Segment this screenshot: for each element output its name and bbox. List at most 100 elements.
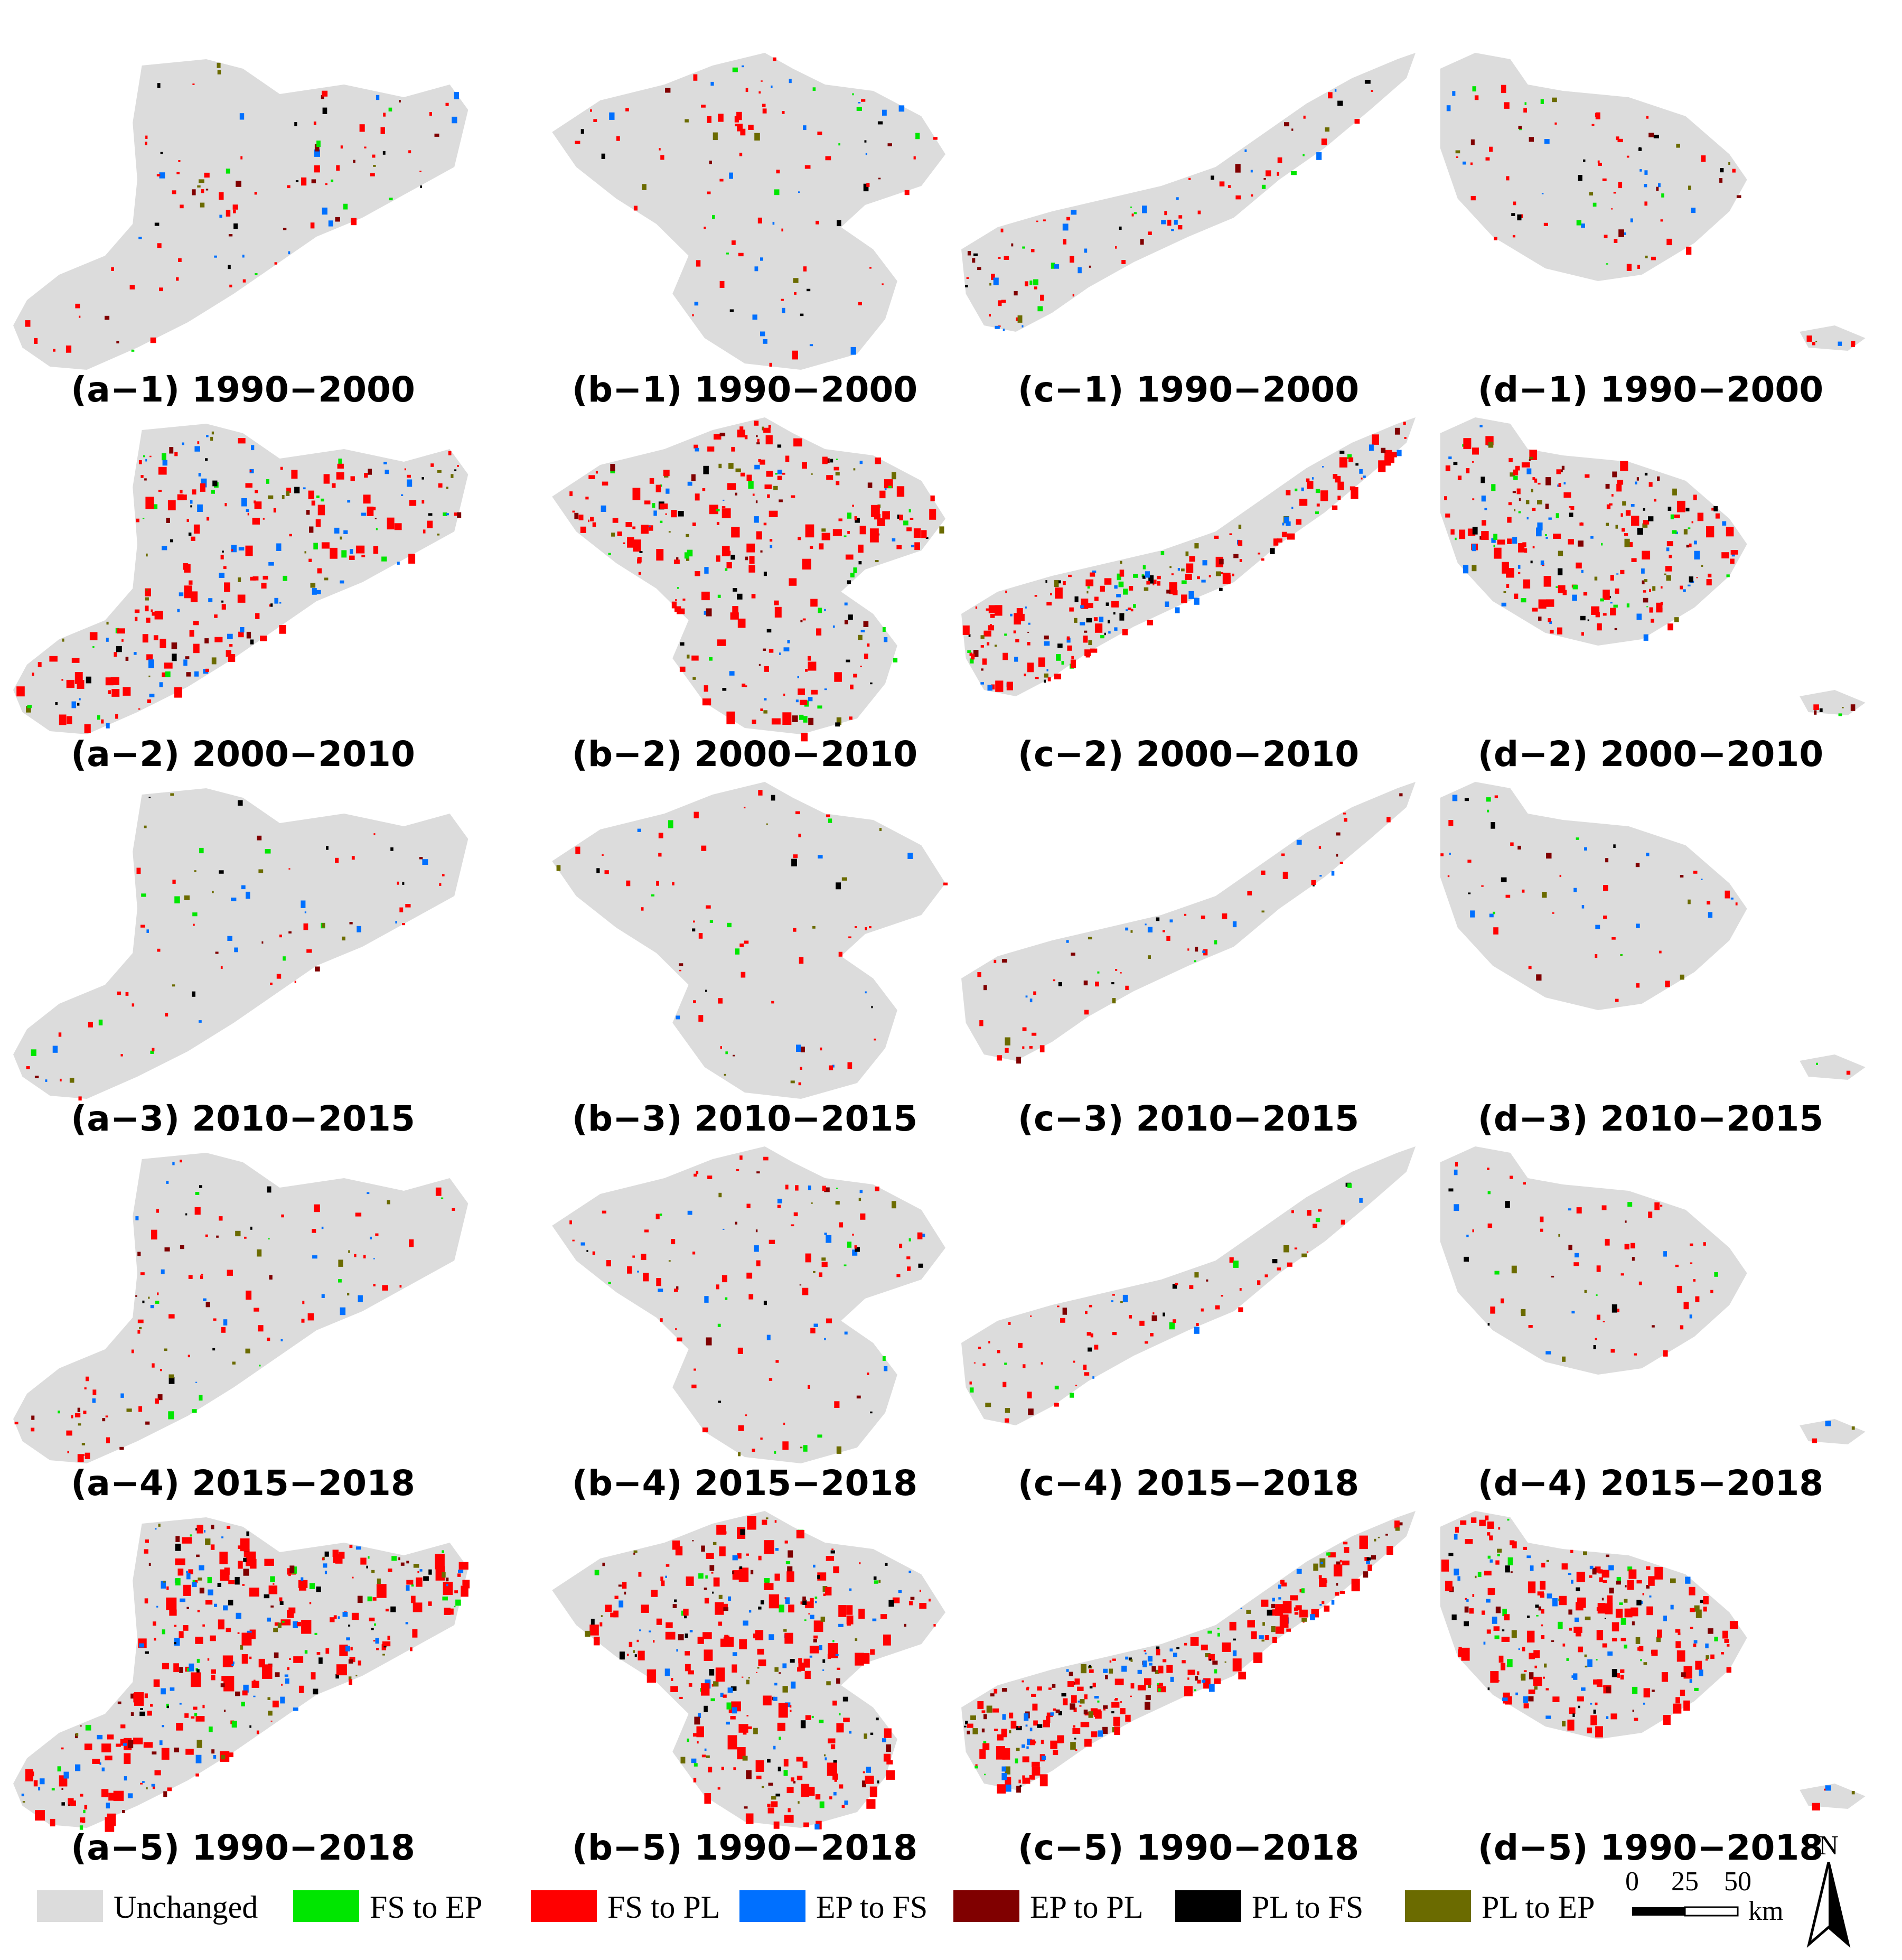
change-patch-ep-to-pl <box>128 1740 134 1749</box>
change-patch-fs-to-pl <box>1440 853 1444 856</box>
change-patch-fs-to-pl <box>34 338 38 344</box>
change-patch-ep-to-fs <box>720 1693 724 1697</box>
change-patch-fs-to-pl <box>1470 1517 1477 1523</box>
change-patch-ep-to-fs <box>142 1781 145 1783</box>
change-patch-fs-to-ep <box>709 920 714 923</box>
change-patch-fs-to-pl <box>1518 543 1525 553</box>
change-patch-fs-to-ep <box>1261 184 1266 189</box>
change-patch-fs-to-pl <box>249 1558 257 1569</box>
change-patch-fs-to-pl <box>859 1562 861 1564</box>
change-patch-fs-to-pl <box>189 580 193 585</box>
change-patch-pl-to-ep <box>1044 673 1048 678</box>
change-patch-fs-to-pl <box>1680 585 1683 590</box>
change-patch-ep-to-fs <box>1483 1641 1486 1645</box>
change-patch-fs-to-pl <box>229 284 232 287</box>
change-patch-fs-to-pl <box>1043 219 1046 221</box>
change-patch-pl-to-fs <box>1502 1629 1505 1631</box>
change-patch-ep-to-fs <box>395 921 397 923</box>
change-patch-fs-to-pl <box>161 1748 170 1760</box>
change-patch-ep-to-pl <box>977 267 981 270</box>
change-patch-ep-to-pl <box>1545 503 1549 509</box>
change-patch-fs-to-ep <box>1556 513 1559 518</box>
change-patch-pl-to-ep <box>1652 586 1656 591</box>
change-patch-fs-to-ep <box>141 893 146 897</box>
change-patch-pl-to-ep <box>267 1697 270 1700</box>
change-patch-pl-to-ep <box>199 179 204 183</box>
change-patch-ep-to-fs <box>124 1776 127 1781</box>
change-patch-fs-to-pl <box>679 969 681 972</box>
change-patch-fs-to-pl <box>783 693 785 696</box>
change-patch-pl-to-ep <box>1088 1711 1093 1718</box>
panel-label-d-3: (d−3) 2010−2015 <box>1478 1098 1823 1139</box>
change-patch-ep-to-fs <box>241 498 247 507</box>
change-patch-ep-to-fs <box>824 688 827 690</box>
change-patch-ep-to-fs <box>694 302 699 306</box>
change-patch-fs-to-ep <box>1347 454 1352 459</box>
change-patch-ep-to-fs <box>1501 602 1506 606</box>
change-patch-ep-to-fs <box>1636 923 1640 928</box>
change-patch-ep-to-fs <box>194 671 199 677</box>
change-patch-fs-to-pl <box>855 1653 864 1666</box>
change-patch-pl-to-ep <box>148 1296 150 1299</box>
change-patch-fs-to-pl <box>861 99 866 102</box>
change-patch-pl-to-fs <box>390 847 393 851</box>
change-patch-fs-to-pl <box>1696 577 1698 578</box>
change-patch-fs-to-pl <box>1602 1643 1607 1648</box>
change-patch-fs-to-pl <box>35 1810 45 1821</box>
change-patch-ep-to-pl <box>1606 1554 1609 1557</box>
change-patch-fs-to-pl <box>279 1597 283 1602</box>
change-patch-fs-to-pl <box>745 685 747 687</box>
change-patch-ep-to-pl <box>174 1747 180 1752</box>
region-outline-a <box>13 59 469 370</box>
change-patch-ep-to-fs <box>796 1044 801 1052</box>
change-patch-pl-to-fs <box>1366 1557 1371 1561</box>
change-patch-ep-to-pl <box>163 1791 167 1797</box>
change-patch-ep-to-pl <box>125 657 129 661</box>
change-patch-fs-to-pl <box>769 362 772 367</box>
change-patch-fs-to-pl <box>785 455 790 462</box>
change-patch-fs-to-pl <box>195 1637 203 1644</box>
change-patch-fs-to-pl <box>1701 155 1706 162</box>
change-patch-fs-to-pl <box>673 1289 678 1292</box>
change-patch-ep-to-fs <box>770 545 773 548</box>
change-patch-pl-to-fs <box>1448 1188 1454 1192</box>
change-patch-ep-to-pl <box>169 447 174 454</box>
change-patch-fs-to-pl <box>647 1669 657 1683</box>
change-patch-fs-to-pl <box>776 170 780 174</box>
change-patch-fs-to-pl <box>1656 602 1663 613</box>
panel-labels: (a−1) 1990−2000 (b−1) 1990−2000 (c−1) 1990… <box>71 369 1823 1868</box>
change-patch-pl-to-ep <box>706 1755 710 1758</box>
change-patch-ep-to-fs <box>824 1233 827 1235</box>
change-patch-fs-to-ep <box>1694 1687 1699 1691</box>
change-patch-fs-to-pl <box>421 500 425 504</box>
change-patch-fs-to-pl <box>176 172 180 174</box>
change-patch-fs-to-pl <box>332 483 336 488</box>
change-patch-fs-to-pl <box>1691 521 1693 524</box>
change-patch-ep-to-fs <box>198 473 201 477</box>
change-patch-fs-to-pl <box>1648 482 1653 487</box>
change-patch-ep-to-pl <box>1336 854 1338 857</box>
change-patch-ep-to-fs <box>179 1703 182 1705</box>
change-patch-pl-to-ep <box>1511 1265 1517 1274</box>
change-patch-fs-to-pl <box>738 253 744 257</box>
change-patch-fs-to-ep <box>192 1409 197 1413</box>
change-patch-fs-to-pl <box>757 438 760 443</box>
change-patch-fs-to-ep <box>717 1323 721 1327</box>
change-patch-fs-to-pl <box>140 1272 145 1275</box>
change-patch-pl-to-ep <box>268 495 274 499</box>
region-outline-a <box>13 1153 469 1463</box>
change-patch-fs-to-pl <box>1576 562 1582 568</box>
change-patch-fs-to-pl <box>158 466 167 475</box>
change-patch-fs-to-pl <box>419 171 421 172</box>
change-patch-fs-to-pl <box>1095 982 1099 987</box>
change-patch-pl-to-ep <box>989 283 991 286</box>
change-patch-ep-to-fs <box>798 191 800 193</box>
change-patch-ep-to-fs <box>97 1734 103 1740</box>
change-patch-fs-to-pl <box>438 483 443 488</box>
change-patch-ep-to-fs <box>1512 537 1517 544</box>
change-patch-pl-to-ep <box>1672 488 1677 496</box>
change-patch-fs-to-pl <box>249 1629 256 1639</box>
change-patch-pl-to-fs <box>294 487 300 493</box>
change-patch-pl-to-ep <box>1688 185 1691 190</box>
change-patch-fs-to-pl <box>153 635 158 640</box>
